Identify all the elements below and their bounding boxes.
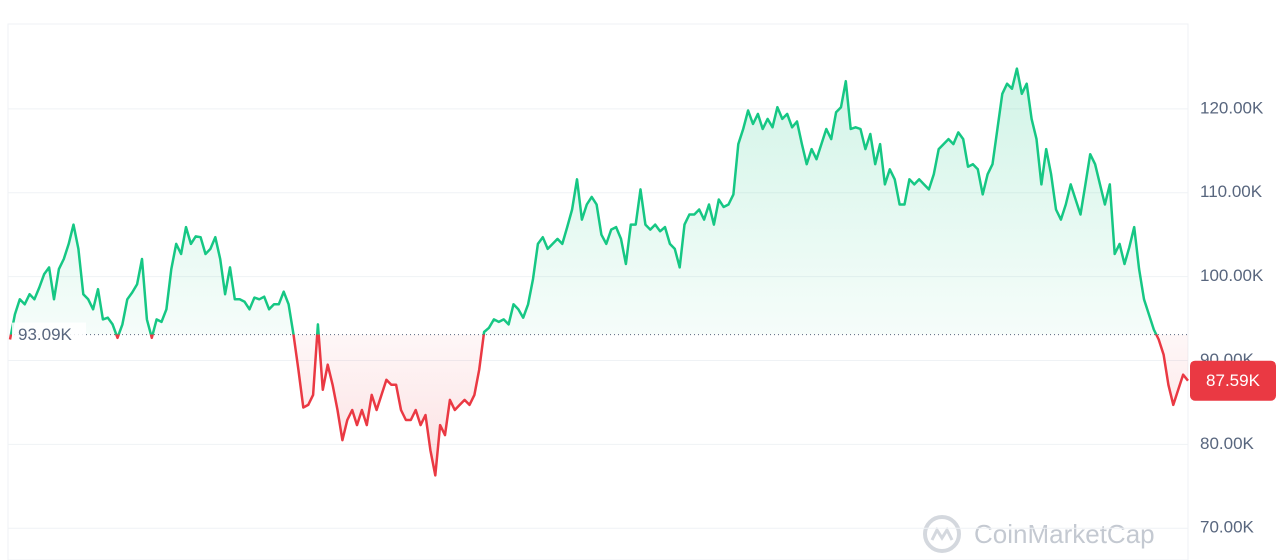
y-tick-label: 70.00K [1200, 518, 1255, 537]
y-tick-label: 80.00K [1200, 434, 1255, 453]
price-area [10, 68, 1188, 476]
y-tick-label: 120.00K [1200, 98, 1264, 117]
baseline-label-bg [12, 322, 86, 347]
plot-frame [7, 23, 1189, 560]
y-tick-label: 100.00K [1200, 266, 1264, 285]
price-line [8, 67, 1189, 477]
watermark-logo [923, 515, 961, 553]
last-price-tag [1190, 360, 1276, 401]
y-tick-label: 110.00K [1200, 182, 1263, 201]
last-price-label: 87.59K [1206, 371, 1261, 390]
baseline-label: 93.09K [18, 325, 73, 344]
watermark: CoinMarketCap [974, 519, 1155, 549]
